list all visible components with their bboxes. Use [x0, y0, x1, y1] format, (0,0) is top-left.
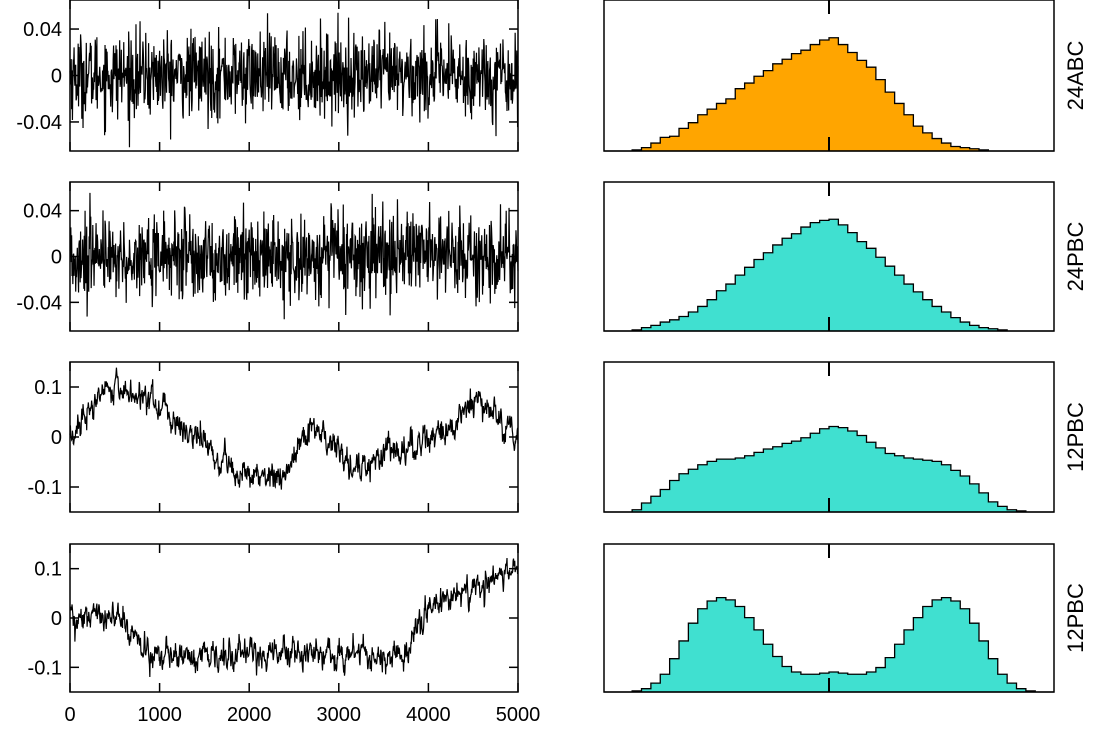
y-tick-label: 0.04 [23, 19, 62, 41]
series-line [69, 558, 519, 677]
y-tick-label: 0 [51, 427, 62, 449]
y-tick-label: 0 [51, 608, 62, 630]
y-tick-label: 0 [51, 66, 62, 88]
x-tick-label: 2000 [227, 704, 272, 726]
histogram-bars [604, 218, 1054, 332]
y-tick-label: 0.04 [23, 201, 62, 223]
histogram-panel-2: 24PBC [603, 181, 1088, 332]
y-tick-label: 0 [51, 247, 62, 269]
timeseries-panel-3: 0.1 0 -0.1 [28, 361, 519, 513]
x-tick-label: 4000 [406, 704, 451, 726]
timeseries-panel-1: 0.04 0 -0.04 [16, 0, 519, 152]
histogram-bars [604, 425, 1054, 513]
row-label: 12PBC [1063, 402, 1088, 472]
histogram-bars [604, 597, 1054, 693]
row-label: 12PBC [1063, 583, 1088, 653]
x-tick-label: 3000 [317, 704, 362, 726]
y-tick-label: 0.1 [34, 377, 62, 399]
histogram-panel-3: 12PBC [603, 361, 1088, 513]
histogram-bars [604, 37, 1054, 152]
row-label: 24PBC [1063, 222, 1088, 292]
x-tick-label: 1000 [137, 704, 182, 726]
x-tick-label: 5000 [496, 704, 541, 726]
y-tick-label: 0.1 [34, 559, 62, 581]
row-label: 24ABC [1063, 41, 1088, 111]
x-tick-label: 0 [64, 704, 75, 726]
series-line [69, 12, 519, 148]
series-line [69, 192, 519, 320]
plot-frame [69, 543, 519, 693]
plot-frame [69, 361, 519, 513]
histogram-panel-4: 12PBC [603, 543, 1088, 693]
histogram-panel-1: 24ABC [603, 0, 1088, 152]
y-tick-label: -0.1 [28, 477, 62, 499]
y-tick-label: -0.1 [28, 657, 62, 679]
timeseries-panel-2: 0.04 0 -0.04 [16, 181, 519, 332]
timeseries-panel-4: 0.1 0 -0.1 0 1000 2000 3000 4000 5000 [28, 543, 541, 726]
y-tick-label: -0.04 [16, 292, 62, 314]
y-tick-label: -0.04 [16, 112, 62, 134]
series-line [69, 367, 519, 490]
